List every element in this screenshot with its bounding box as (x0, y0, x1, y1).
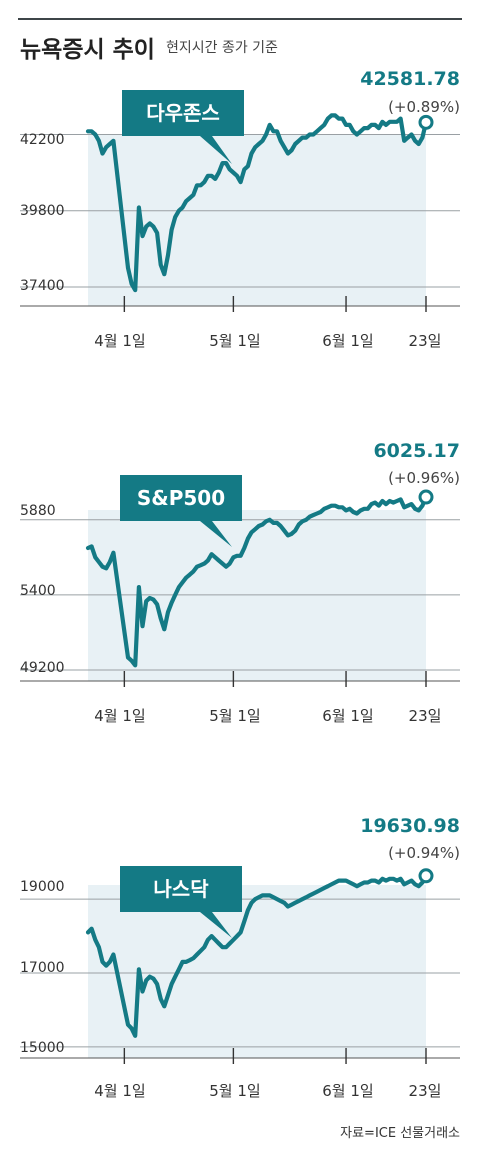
sp500-x-tick-2: 6월 1일 (322, 707, 374, 725)
dow-y-tick-0: 42200 (20, 132, 65, 148)
dow-x-tick-0: 4월 1일 (94, 332, 146, 350)
dow-last-change: (+0.89%) (388, 98, 460, 116)
dow-last-value: 42581.78 (360, 68, 460, 90)
sp500-x-tick-0: 4월 1일 (94, 707, 146, 725)
sp500-chart: 6025.17 (+0.96%) S&P500 5880 5400 49200 … (0, 435, 480, 775)
dow-x-tick-1: 5월 1일 (209, 332, 261, 350)
sp500-chart-svg (20, 489, 460, 687)
dow-series-line (85, 113, 429, 293)
sp500-y-tick-0: 5880 (20, 503, 56, 519)
nasdaq-x-tick-1: 5월 1일 (209, 1082, 261, 1100)
sp500-x-tick-1: 5월 1일 (209, 707, 261, 725)
nasdaq-last-value: 19630.98 (360, 815, 460, 837)
nasdaq-last-point (418, 868, 434, 884)
chart-title: 뉴욕증시 추이 (20, 37, 155, 63)
nasdaq-x-tick-3: 23일 (408, 1082, 442, 1100)
nasdaq-y-tick-2: 15000 (20, 1040, 65, 1056)
dow-y-tick-2: 37400 (20, 278, 65, 294)
dow-name-label: 다우존스 (122, 90, 244, 136)
sp500-name-label: S&P500 (120, 475, 242, 521)
nasdaq-chart: 19630.98 (+0.94%) 나스닥 19000 17000 15000 … (0, 810, 480, 1150)
nasdaq-x-tick-0: 4월 1일 (94, 1082, 146, 1100)
nasdaq-plot-area (88, 885, 426, 1058)
sp500-series-line (85, 494, 429, 668)
nasdaq-label-pointer (200, 912, 232, 938)
nasdaq-series-line (85, 873, 429, 1038)
nasdaq-y-tick-0: 19000 (20, 879, 65, 895)
dow-label-pointer (200, 136, 232, 164)
sp500-label-pointer (200, 521, 232, 547)
dow-x-tick-2: 6월 1일 (322, 332, 374, 350)
chart-subtitle: 현지시간 종가 기준 (166, 40, 278, 56)
nasdaq-chart-svg (20, 868, 460, 1064)
sp500-y-tick-1: 5400 (20, 583, 56, 599)
dow-chart: 42581.78 (+0.89%) 다우존스 42200 39800 37400… (0, 60, 480, 400)
sp500-y-tick-2: 49200 (20, 660, 65, 676)
nasdaq-name-label: 나스닥 (120, 866, 242, 912)
dow-chart-svg (20, 113, 460, 312)
header-rule (18, 18, 462, 20)
sp500-plot-area (88, 510, 426, 681)
nasdaq-y-tick-1: 17000 (20, 960, 65, 976)
sp500-last-point (418, 489, 434, 505)
source-note: 자료=ICE 선물거래소 (340, 1126, 460, 1141)
dow-plot-area (88, 135, 426, 306)
dow-x-tick-3: 23일 (408, 332, 442, 350)
sp500-x-tick-3: 23일 (408, 707, 442, 725)
sp500-last-change: (+0.96%) (388, 469, 460, 487)
nasdaq-last-change: (+0.94%) (388, 844, 460, 862)
dow-y-tick-1: 39800 (20, 203, 65, 219)
dow-last-point (418, 114, 434, 130)
sp500-last-value: 6025.17 (373, 440, 460, 462)
nasdaq-x-tick-2: 6월 1일 (322, 1082, 374, 1100)
